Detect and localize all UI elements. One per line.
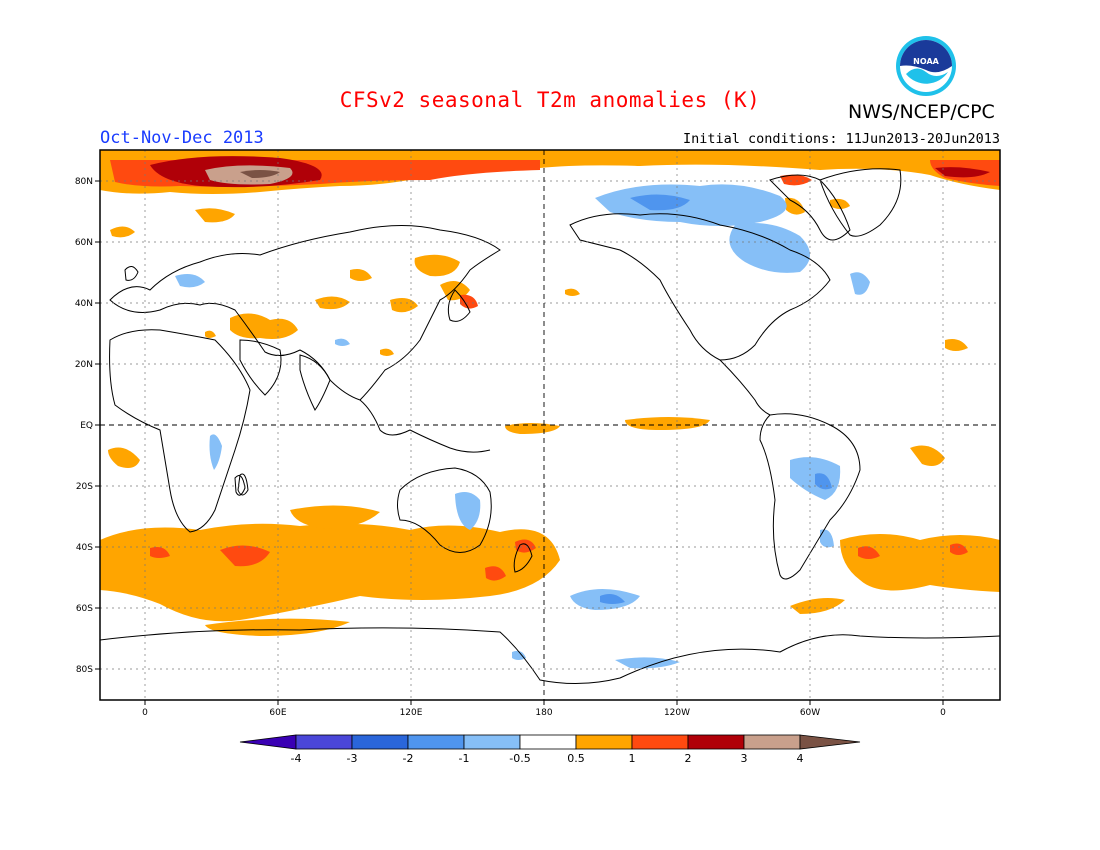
colorbar-label: 2 xyxy=(685,752,692,765)
colorbar-cell xyxy=(295,734,353,750)
colorbar-cell xyxy=(687,734,745,750)
lon-axis: 0 60E 120E 180 120W 60W 0 xyxy=(142,700,946,718)
lat-tick: 80N xyxy=(75,177,93,187)
lat-tick: 20N xyxy=(75,360,93,370)
colorbar-cell xyxy=(239,734,297,750)
lat-tick: 80S xyxy=(76,665,93,675)
lat-tick: EQ xyxy=(80,421,93,431)
lon-tick: 0 xyxy=(940,708,946,718)
colorbar-cell xyxy=(351,734,409,750)
colorbar-cell xyxy=(799,734,861,750)
colorbar-label: 1 xyxy=(629,752,636,765)
lon-tick: 60E xyxy=(269,708,286,718)
colorbar-cell xyxy=(743,734,801,750)
anomaly-shading xyxy=(100,150,1000,669)
agency-label: NWS/NCEP/CPC xyxy=(848,101,995,123)
colorbar-label: 0.5 xyxy=(567,752,585,765)
colorbar-cell xyxy=(463,734,521,750)
lon-tick: 60W xyxy=(800,708,820,718)
colorbar-cell xyxy=(575,734,633,750)
colorbar-label: 3 xyxy=(741,752,748,765)
season-label: Oct-Nov-Dec 2013 xyxy=(100,128,264,148)
lon-tick: 0 xyxy=(142,708,148,718)
lat-tick: 40S xyxy=(76,543,93,553)
colorbar-label: -2 xyxy=(403,752,414,765)
map-title: CFSv2 seasonal T2m anomalies (K) xyxy=(339,88,761,112)
logo-text: NOAA xyxy=(913,57,939,66)
colorbar-label: -0.5 xyxy=(509,752,530,765)
initial-conditions-label: Initial conditions: 11Jun2013-20Jun2013 xyxy=(683,131,1000,147)
colorbar-label: 4 xyxy=(797,752,804,765)
colorbar-label: -1 xyxy=(459,752,470,765)
equator-and-dateline xyxy=(100,150,1000,700)
noaa-logo: NOAA xyxy=(896,36,956,96)
lat-tick: 60S xyxy=(76,604,93,614)
lon-tick: 180 xyxy=(535,708,552,718)
lat-tick: 40N xyxy=(75,299,93,309)
colorbar: -4 -3 -2 -1 -0.5 0.5 1 2 3 4 xyxy=(239,734,861,765)
colorbar-cell xyxy=(631,734,689,750)
graticule xyxy=(100,150,1000,700)
lat-tick: 20S xyxy=(76,482,93,492)
colorbar-label: -4 xyxy=(291,752,302,765)
lon-tick: 120W xyxy=(664,708,690,718)
colorbar-cell xyxy=(519,734,577,750)
colorbar-cell xyxy=(407,734,465,750)
colorbar-label: -3 xyxy=(347,752,358,765)
lat-tick: 60N xyxy=(75,238,93,248)
coastlines xyxy=(100,168,1000,685)
lon-tick: 120E xyxy=(400,708,423,718)
lat-axis: 80N 60N 40N 20N EQ 20S 40S 60S 80S xyxy=(75,177,100,675)
